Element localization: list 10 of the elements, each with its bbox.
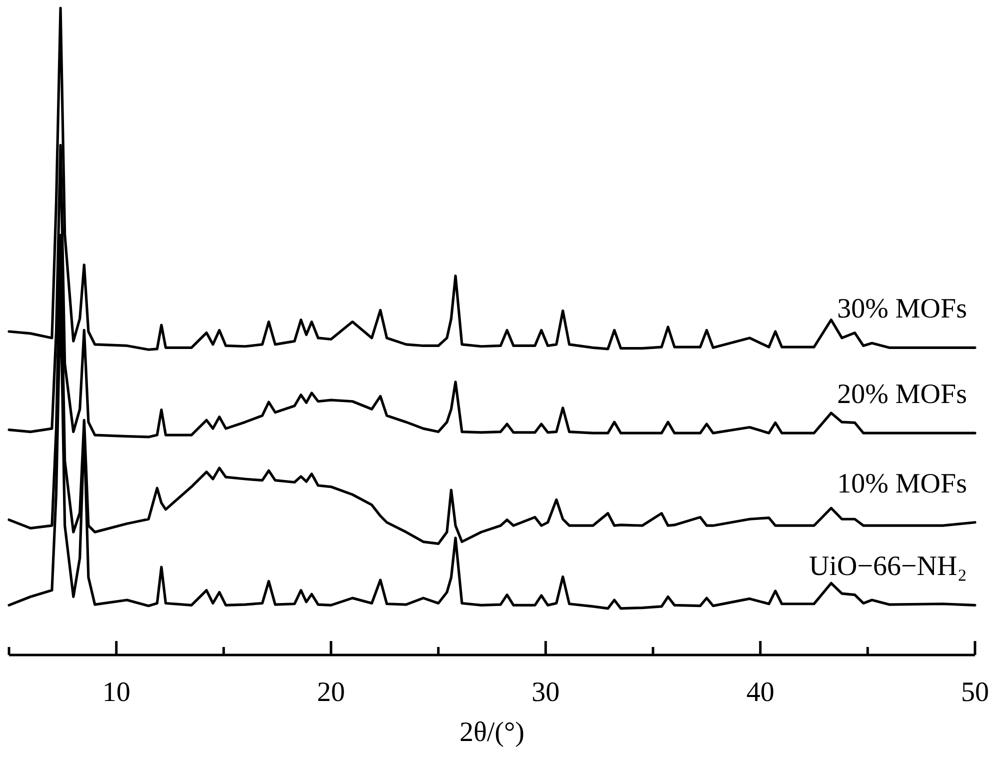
series-label: 30% MOFs — [837, 294, 967, 325]
series-label: 20% MOFs — [837, 379, 967, 410]
x-tick-label: 40 — [746, 677, 774, 708]
x-axis-title: 2θ/(°) — [459, 717, 525, 748]
series-label: 10% MOFs — [837, 468, 967, 500]
x-tick-label: 30 — [532, 677, 560, 708]
x-tick-label: 50 — [961, 677, 989, 708]
x-tick-label: 20 — [317, 677, 345, 708]
series-label: UiO−66−NH₂ — [808, 551, 967, 582]
x-tick-label: 10 — [102, 677, 130, 708]
